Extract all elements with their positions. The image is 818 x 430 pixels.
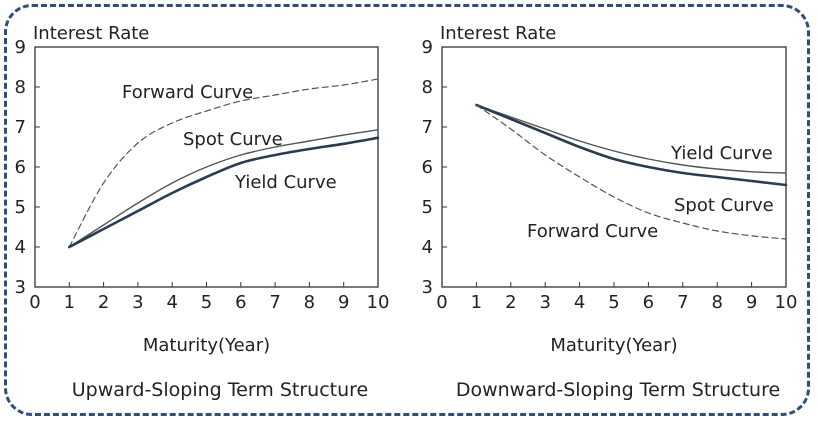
- panel-2-x-tick-label: 8: [711, 292, 722, 313]
- panel-2-y-tick-label: 9: [422, 37, 433, 58]
- panel-1-y-tick-label: 6: [15, 157, 26, 178]
- panel-1-forward-curve-line: [68, 78, 379, 248]
- panel-1-y-tick-label: 5: [15, 197, 26, 218]
- panel-2-x-tick-label: 7: [677, 292, 688, 313]
- panel-1-yield-curve-label: Yield Curve: [234, 172, 337, 193]
- panel-1-y-tick-label: 7: [15, 117, 26, 138]
- panel-2-x-tick-label: 2: [505, 292, 516, 313]
- panel-1-x-axis-title: Maturity(Year): [143, 335, 270, 356]
- panel-2-yield-curve-label: Yield Curve: [670, 143, 773, 164]
- panel-1-x-tick-label: 10: [367, 292, 390, 313]
- panel-2-x-tick-label: 0: [436, 292, 447, 313]
- panel-2-x-tick-label: 3: [539, 292, 550, 313]
- panel-2-x-tick-label: 10: [775, 292, 798, 313]
- panel-1-x-tick-label: 3: [132, 292, 143, 313]
- panel-1-x-tick-label: 2: [98, 292, 109, 313]
- panel-1-y-axis-title: Interest Rate: [33, 23, 149, 44]
- panel-2-y-tick-label: 4: [422, 237, 433, 258]
- panel-1-x-tick-label: 1: [64, 292, 75, 313]
- panel-1-y-tick-label: 3: [15, 277, 26, 298]
- panel-1-yield-curve-line: [68, 136, 380, 249]
- panel-2-yield-curve-line: [475, 104, 787, 174]
- panel-1-x-tick-label: 5: [201, 292, 212, 313]
- panel-2-spot-curve-line: [475, 103, 788, 187]
- panel-1-x-tick-label: 9: [338, 292, 349, 313]
- panel-2-caption: Downward-Sloping Term Structure: [456, 379, 780, 401]
- panel-1-x-tick-label: 6: [235, 292, 246, 313]
- panel-1-x-tick-label: 8: [304, 292, 315, 313]
- panel-2-y-tick-label: 3: [422, 277, 433, 298]
- panel-2-y-tick-label: 5: [422, 197, 433, 218]
- panel-1-y-tick-label: 8: [15, 77, 26, 98]
- panel-2-y-tick-label: 7: [422, 117, 433, 138]
- panel-1-x-tick-label: 7: [269, 292, 280, 313]
- panel-1-y-tick-label: 9: [15, 37, 26, 58]
- panel-2-x-tick-label: 1: [471, 292, 482, 313]
- panel-1-y-tick-label: 4: [15, 237, 26, 258]
- panel-1-forward-curve-label: Forward Curve: [122, 82, 253, 103]
- panel-2-forward-curve-line: [475, 104, 787, 240]
- panel-2-plot-area: [441, 46, 787, 288]
- panel-2-x-tick-label: 6: [643, 292, 654, 313]
- panel-1-caption: Upward-Sloping Term Structure: [72, 379, 368, 401]
- panel-2-spot-curve-label: Spot Curve: [674, 195, 774, 216]
- panel-2-x-tick-label: 4: [574, 292, 585, 313]
- panel-2-y-tick-label: 6: [422, 157, 433, 178]
- panel-1-spot-curve-line: [68, 129, 379, 248]
- panel-2-forward-curve-label: Forward Curve: [527, 221, 658, 242]
- panel-2-x-tick-label: 5: [608, 292, 619, 313]
- dashed-frame: [4, 4, 810, 416]
- panel-1-spot-curve-label: Spot Curve: [183, 129, 283, 150]
- panel-1-x-tick-label: 0: [29, 292, 40, 313]
- panel-2-y-tick-label: 8: [422, 77, 433, 98]
- panel-2-x-tick-label: 9: [746, 292, 757, 313]
- panel-1-x-tick-label: 4: [166, 292, 177, 313]
- panel-2-y-axis-title: Interest Rate: [440, 23, 556, 44]
- panel-2-x-axis-title: Maturity(Year): [550, 335, 677, 356]
